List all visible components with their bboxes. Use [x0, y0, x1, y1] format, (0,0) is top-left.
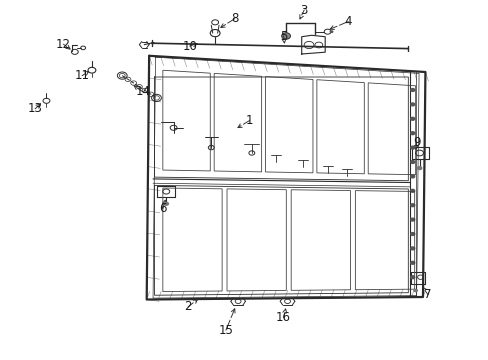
- Circle shape: [410, 233, 414, 235]
- Text: 2: 2: [184, 300, 192, 313]
- Text: 15: 15: [218, 324, 233, 337]
- Circle shape: [329, 30, 333, 33]
- Circle shape: [410, 103, 414, 106]
- Text: 4: 4: [344, 15, 351, 28]
- Text: 6: 6: [159, 202, 166, 215]
- Circle shape: [410, 218, 414, 221]
- Text: 7: 7: [423, 288, 431, 301]
- Text: 5: 5: [279, 30, 287, 42]
- Circle shape: [412, 289, 417, 292]
- Circle shape: [410, 146, 414, 149]
- Circle shape: [416, 166, 422, 170]
- Text: 8: 8: [230, 12, 238, 25]
- Text: 3: 3: [300, 4, 307, 17]
- Circle shape: [163, 202, 169, 206]
- Text: 16: 16: [276, 311, 290, 324]
- Text: 9: 9: [412, 136, 420, 149]
- Circle shape: [410, 276, 414, 279]
- Text: 1: 1: [245, 114, 253, 127]
- Circle shape: [410, 247, 414, 250]
- Circle shape: [410, 204, 414, 207]
- Circle shape: [410, 132, 414, 135]
- Circle shape: [410, 175, 414, 178]
- Text: 11: 11: [75, 69, 89, 82]
- Circle shape: [281, 33, 290, 39]
- Circle shape: [410, 89, 414, 91]
- Text: 12: 12: [56, 38, 71, 51]
- Text: 13: 13: [28, 102, 42, 115]
- Circle shape: [410, 161, 414, 163]
- Circle shape: [410, 117, 414, 120]
- Circle shape: [410, 189, 414, 192]
- Text: 14: 14: [135, 85, 150, 98]
- Circle shape: [410, 261, 414, 264]
- Text: 10: 10: [182, 40, 197, 53]
